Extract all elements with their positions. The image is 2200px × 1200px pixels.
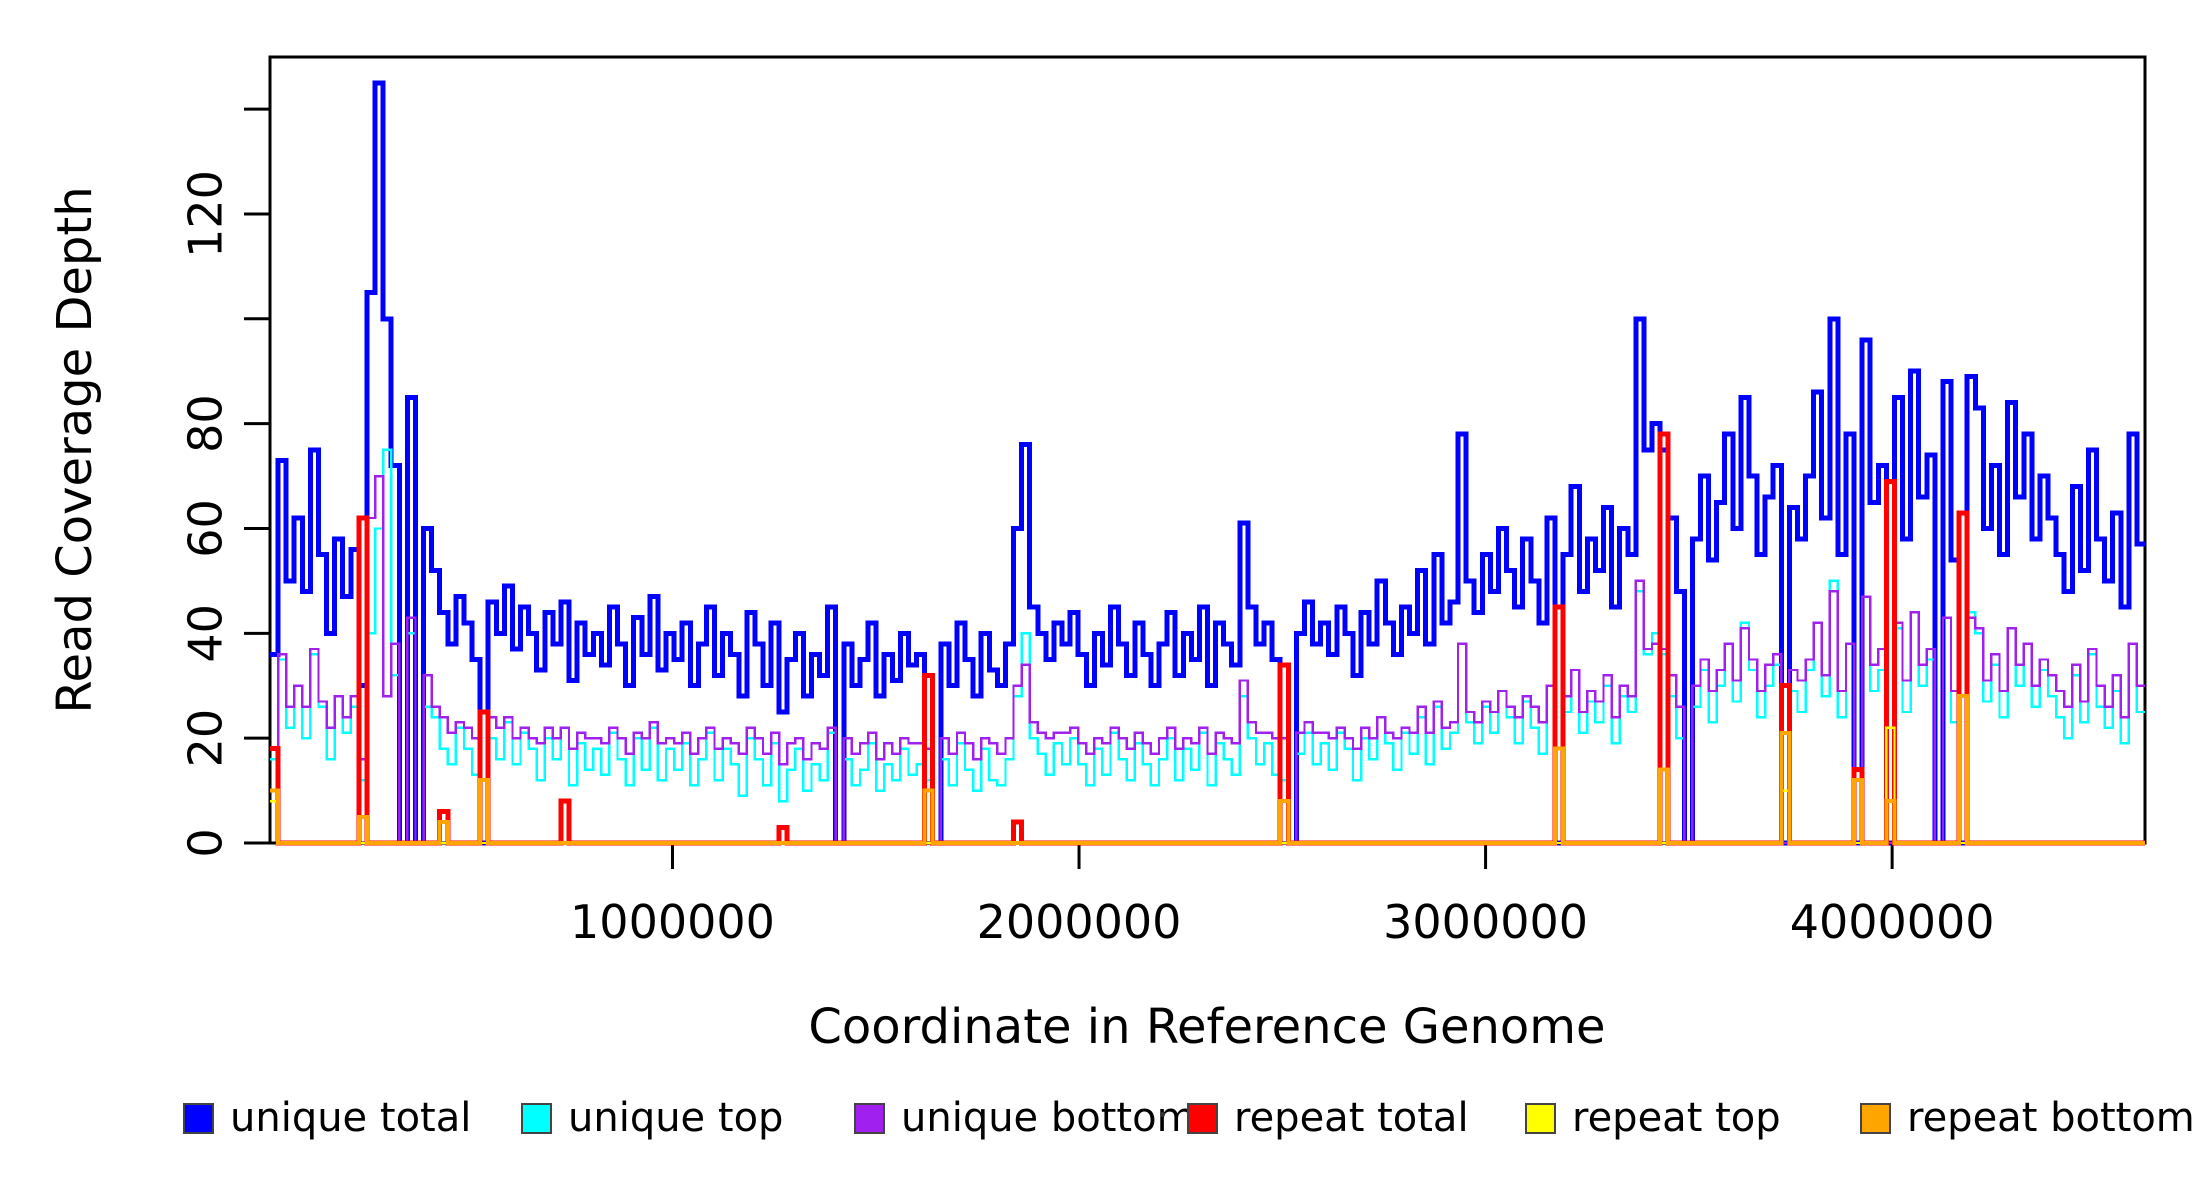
y-tick-label: 20 — [179, 709, 233, 768]
x-tick-label: 3000000 — [1383, 895, 1588, 949]
legend-swatch-repeat-total — [1187, 1102, 1218, 1134]
series-unique-bottom — [270, 474, 2145, 845]
y-tick-label: 120 — [179, 170, 233, 258]
series-unique-total — [270, 80, 2145, 846]
legend-item-label: unique total — [230, 1095, 472, 1141]
legend-item-label: unique bottom — [901, 1095, 1196, 1141]
stray-mark — [1160, 1112, 1165, 1117]
legend-item-unique-top: unique top — [521, 1096, 783, 1140]
x-tick-label: 1000000 — [570, 895, 775, 949]
x-tick-label: 4000000 — [1790, 895, 1995, 949]
legend-item-unique-total: unique total — [183, 1096, 471, 1140]
legend-swatch-repeat-top — [1525, 1102, 1556, 1134]
legend-item-label: repeat top — [1572, 1095, 1781, 1141]
legend-item-repeat-total: repeat total — [1187, 1096, 1469, 1140]
legend-swatch-unique-top — [521, 1102, 552, 1134]
legend-swatch-unique-bottom — [854, 1102, 885, 1134]
series-repeat-bottom — [270, 694, 2145, 845]
legend-item-label: unique top — [568, 1095, 784, 1141]
y-tick-label: 60 — [179, 499, 233, 558]
legend: unique total unique top unique bottom repea… — [0, 1096, 2200, 1144]
legend-item-repeat-bottom: repeat bottom — [1860, 1096, 2195, 1140]
y-tick-label: 0 — [179, 828, 233, 857]
legend-swatch-unique-total — [183, 1102, 214, 1134]
legend-item-repeat-top: repeat top — [1525, 1096, 1781, 1140]
y-tick-label: 40 — [179, 604, 233, 663]
y-tick-label: 80 — [179, 394, 233, 453]
x-axis-title: Coordinate in Reference Genome — [808, 999, 1606, 1055]
legend-item-label: repeat bottom — [1907, 1095, 2195, 1141]
legend-item-label: repeat total — [1234, 1095, 1469, 1141]
legend-item-unique-bottom: unique bottom — [854, 1096, 1196, 1140]
legend-swatch-repeat-bottom — [1860, 1102, 1891, 1134]
x-tick-label: 2000000 — [977, 895, 1182, 949]
y-axis-title: Read Coverage Depth — [47, 186, 103, 714]
